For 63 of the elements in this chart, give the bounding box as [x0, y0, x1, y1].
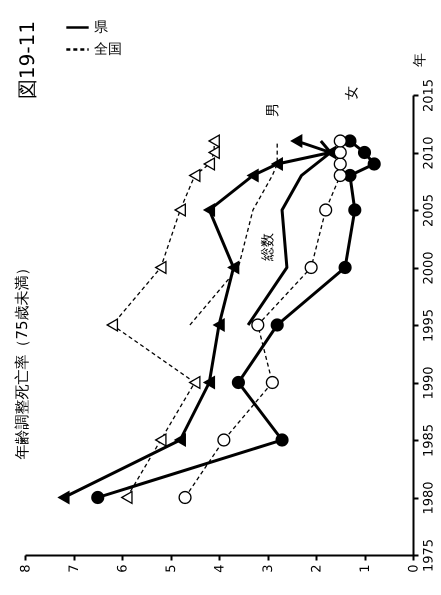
point — [213, 318, 225, 332]
x-tick-label: 8 — [18, 564, 34, 573]
point — [208, 146, 220, 160]
text: 年齢調整死亡率（75歳未満） — [13, 260, 31, 460]
chart-title: 図19-11 — [15, 20, 39, 100]
point — [275, 433, 289, 447]
y-tick-label: 1980 — [422, 481, 436, 515]
point — [188, 376, 201, 390]
point — [290, 134, 302, 148]
point — [155, 260, 167, 274]
y-tick-label: 2010 — [422, 136, 436, 170]
point — [334, 146, 347, 160]
point — [106, 318, 118, 332]
y-tick-label: 2000 — [422, 251, 436, 285]
point — [91, 490, 104, 504]
y-tick-label: 1975 — [422, 538, 436, 572]
point — [334, 168, 347, 182]
point — [304, 260, 318, 274]
annotation: 女 — [344, 86, 360, 100]
point — [58, 490, 70, 504]
point — [178, 490, 192, 504]
point — [266, 376, 279, 390]
point — [174, 203, 186, 217]
point — [155, 433, 167, 447]
x-tick-label: 4 — [212, 564, 228, 573]
point — [208, 134, 220, 148]
point — [334, 134, 347, 148]
point — [338, 260, 352, 274]
point — [174, 433, 186, 447]
legend-label: 県 — [94, 20, 108, 36]
x-tick-label: 1 — [358, 564, 373, 573]
point — [251, 318, 264, 332]
point — [319, 203, 332, 217]
legend-label: 全国 — [94, 42, 122, 58]
point — [217, 433, 230, 447]
point — [121, 490, 133, 504]
point — [368, 157, 381, 171]
x-tick-label: 0 — [406, 564, 422, 573]
point — [188, 168, 201, 182]
point — [232, 376, 245, 390]
y-tick-label: 2015 — [422, 78, 436, 112]
y-tick-label: 1995 — [422, 308, 436, 342]
point — [228, 260, 240, 274]
x-tick-label: 5 — [164, 564, 179, 573]
y-tick-label: 1985 — [422, 424, 436, 458]
x-tick-label: 3 — [261, 564, 276, 573]
x-tick-label: 7 — [67, 564, 82, 573]
x-tick-label: 6 — [116, 564, 130, 573]
point — [204, 157, 216, 171]
y-tick-label: 2005 — [422, 194, 436, 228]
point — [271, 157, 283, 171]
annotation: 総数 — [260, 233, 276, 262]
y-tick-label: 1990 — [422, 366, 436, 400]
point — [247, 168, 259, 182]
y-axis-title: 年 — [412, 53, 428, 67]
point — [204, 203, 216, 217]
point — [270, 318, 284, 332]
annotation: 男 — [265, 103, 281, 117]
point — [358, 146, 372, 160]
point — [334, 157, 347, 171]
point — [204, 376, 216, 390]
x-tick-label: 2 — [310, 564, 324, 573]
point — [348, 203, 362, 217]
